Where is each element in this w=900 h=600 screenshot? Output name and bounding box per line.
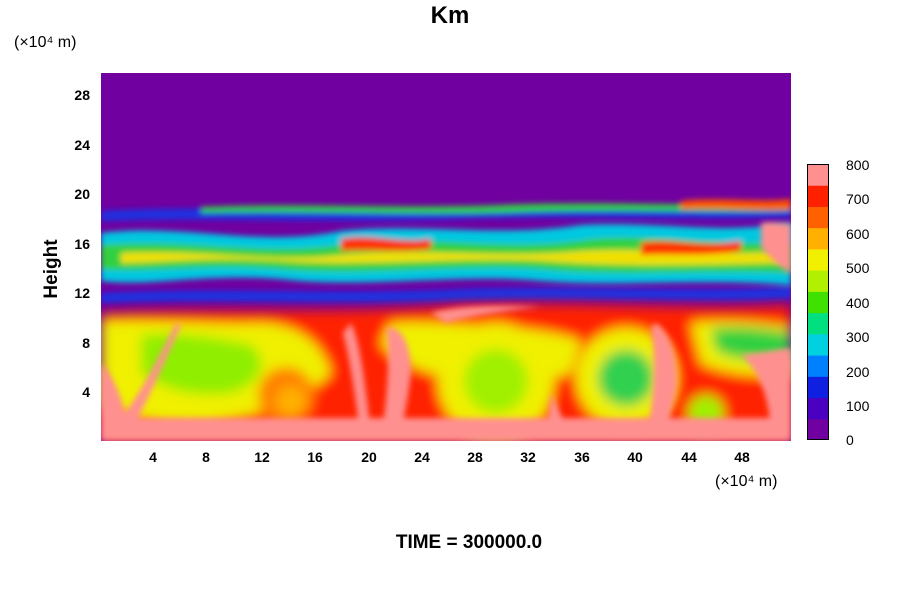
x-tick-label: 36 [574,449,590,465]
y-tick-label: 24 [74,137,90,153]
x-tick-label: 28 [467,449,483,465]
y-tick-label: 8 [82,335,90,351]
colorbar-swatch [807,206,829,229]
colorbar-swatch [807,376,829,399]
colorbar-swatch [807,355,829,377]
lower-convective-layer [101,304,791,441]
colorbar-tick-label: 800 [846,157,870,173]
colorbar-swatch [807,418,829,440]
colorbar [807,164,829,440]
colorbar-swatch [807,164,829,186]
y-tick-label: 28 [74,87,90,103]
colorbar-swatch [807,333,829,356]
colorbar-tick-label: 500 [846,260,870,276]
x-tick-label: 32 [520,449,536,465]
colorbar-swatch [807,185,829,207]
y-tick-label: 20 [74,186,90,202]
y-axis-unit: (×10⁴ m) [14,34,77,51]
colorbar-swatch [807,248,829,271]
colorbar-tick-label: 0 [846,432,854,448]
colorbar-swatch [807,270,829,292]
colorbar-tick-label: 300 [846,329,870,345]
x-axis-unit: (×10⁴ m) [715,473,778,490]
colorbar-tick-label: 400 [846,295,870,311]
y-tick-label: 4 [82,384,90,400]
colorbar-tick-label: 700 [846,191,870,207]
y-tick-label: 12 [74,285,90,301]
x-tick-label: 8 [202,449,210,465]
x-tick-label: 20 [361,449,377,465]
x-tick-label: 16 [307,449,323,465]
colorbar-swatch [807,312,829,335]
y-tick-label: 16 [74,236,90,252]
chart-title: Km [430,2,470,29]
colorbar-swatch [807,227,829,250]
colorbar-swatch [807,397,829,420]
high-value-regions [101,222,791,441]
colorbar-tick-label: 200 [846,364,870,380]
colorbar-swatch [807,291,829,314]
heatmap-plot-area [101,73,791,441]
x-tick-label: 48 [734,449,750,465]
x-tick-label: 12 [254,449,270,465]
x-tick-label: 44 [681,449,697,465]
colorbar-tick-label: 100 [846,398,870,414]
time-label: TIME = 300000.0 [395,532,543,553]
x-tick-label: 24 [414,449,430,465]
x-tick-label: 40 [627,449,643,465]
colorbar-tick-label: 600 [846,226,870,242]
x-tick-label: 4 [149,449,157,465]
upper-turbulent-band [101,199,791,303]
